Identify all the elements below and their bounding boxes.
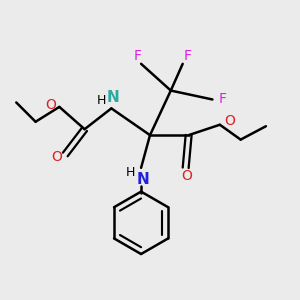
Text: H: H (126, 166, 135, 179)
Text: O: O (45, 98, 56, 112)
Text: H: H (96, 94, 106, 107)
Text: O: O (52, 150, 62, 164)
Text: F: F (219, 92, 227, 106)
Text: O: O (224, 114, 235, 128)
Text: F: F (183, 50, 191, 63)
Text: N: N (137, 172, 150, 187)
Text: N: N (106, 90, 119, 105)
Text: O: O (181, 169, 192, 183)
Text: F: F (134, 50, 142, 63)
